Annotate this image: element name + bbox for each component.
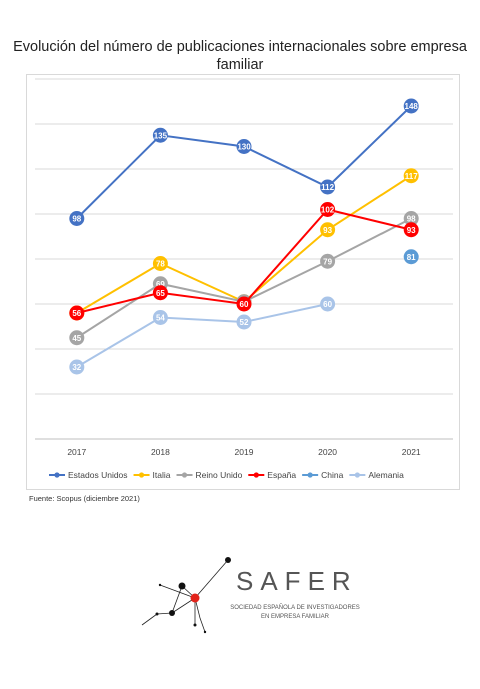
data-point <box>236 139 252 154</box>
legend-label: Alemania <box>368 470 404 480</box>
legend-label: China <box>321 470 343 480</box>
data-label: 93 <box>407 226 416 235</box>
series-alemania: 32 54 52 60 <box>69 296 336 375</box>
data-point <box>69 211 85 226</box>
data-label: 60 <box>323 300 332 309</box>
data-label: 135 <box>154 131 168 140</box>
series-china: 81 <box>403 249 419 265</box>
series-españa: 56 65 60 102 93 <box>69 202 419 321</box>
data-label: 130 <box>237 143 251 152</box>
data-label: 79 <box>323 257 332 266</box>
legend-label: Italia <box>153 470 171 480</box>
chart-area: 2017 2018 2019 2020 2021 98 135 130 112 148 56 78 6… <box>26 74 460 490</box>
data-label: 69 <box>156 280 165 289</box>
data-label: 98 <box>72 215 81 224</box>
legend-marker <box>181 472 188 478</box>
logo-subtitle-line1: SOCIEDAD ESPAÑOLA DE INVESTIGADORES <box>230 605 360 611</box>
data-point <box>152 256 168 271</box>
data-point <box>69 359 85 375</box>
data-label: 52 <box>240 318 249 327</box>
legend-label: Estados Unidos <box>68 470 128 480</box>
x-tick-label: 2019 <box>235 447 254 457</box>
data-point <box>320 253 336 269</box>
series-line <box>76 303 328 368</box>
data-label: 117 <box>405 172 418 181</box>
data-point <box>403 98 419 114</box>
data-label: 56 <box>72 309 81 318</box>
legend-marker <box>253 472 259 478</box>
legend-item: España <box>248 470 296 480</box>
x-axis: 2017 2018 2019 2020 2021 <box>67 447 421 457</box>
data-label: 45 <box>72 334 81 343</box>
data-point <box>320 202 336 217</box>
data-point <box>236 296 252 312</box>
chart-title: Evolución del número de publicaciones in… <box>13 39 467 73</box>
data-label: 98 <box>407 215 416 224</box>
legend-item: Alemania <box>349 470 404 480</box>
logo-word: SAFER <box>236 566 358 596</box>
data-label: 148 <box>405 102 419 111</box>
data-label: 32 <box>72 363 81 372</box>
data-point <box>69 330 85 346</box>
data-point <box>320 296 336 312</box>
data-label: 102 <box>321 206 335 215</box>
logo-network-icon <box>141 557 231 634</box>
data-point <box>403 249 419 265</box>
data-label: 112 <box>321 183 334 192</box>
series-layer: 9813513011214856786193117456961799856656… <box>69 98 419 375</box>
data-label: 65 <box>156 289 165 298</box>
data-point <box>152 127 168 143</box>
data-point <box>403 222 419 238</box>
legend-item: Reino Unido <box>176 470 243 480</box>
legend-item: China <box>302 470 344 480</box>
legend-item: Italia <box>133 470 171 480</box>
data-point <box>152 310 168 325</box>
x-tick-label: 2018 <box>151 447 170 457</box>
legend: Estados Unidos Italia Reino Unido España Chi… <box>49 470 404 480</box>
source-note: Fuente: Scopus (diciembre 2021) <box>29 494 140 503</box>
series-estados-unidos: 98 135 130 112 148 <box>69 98 419 226</box>
line-chart: 2017 2018 2019 2020 2021 98 135 130 112 148 56 78 6… <box>35 78 453 480</box>
data-label: 81 <box>407 253 416 262</box>
grid-lines <box>35 78 453 440</box>
data-point <box>403 168 419 184</box>
data-point <box>320 222 336 238</box>
legend-label: Reino Unido <box>196 470 243 480</box>
legend-marker <box>307 472 313 478</box>
data-point <box>403 211 419 226</box>
data-point <box>152 285 168 301</box>
series-line <box>76 105 412 220</box>
data-label: 60 <box>240 300 249 309</box>
data-point <box>320 179 336 195</box>
logo-subtitle: SOCIEDAD ESPAÑOLA DE INVESTIGADORES EN E… <box>229 604 361 622</box>
legend-label: España <box>267 470 296 480</box>
legend-marker <box>354 472 360 478</box>
data-point <box>69 305 85 321</box>
logo-subtitle-line2: EN EMPRESA FAMILIAR <box>260 614 330 620</box>
legend-marker <box>138 472 145 478</box>
data-label: 93 <box>323 226 332 235</box>
x-tick-label: 2017 <box>67 447 86 457</box>
data-point <box>236 314 252 330</box>
x-tick-label: 2020 <box>318 447 337 457</box>
x-tick-label: 2021 <box>402 447 421 457</box>
legend-marker <box>54 472 60 478</box>
legend-item: Estados Unidos <box>49 470 128 480</box>
data-label: 78 <box>156 260 165 269</box>
data-label: 54 <box>156 314 165 323</box>
